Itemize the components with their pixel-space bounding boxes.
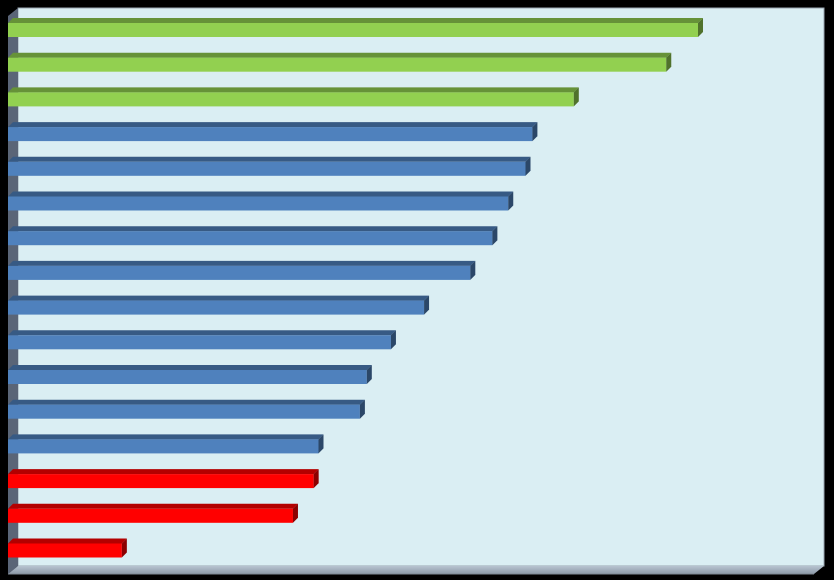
bar-top-face [8,503,298,509]
bar-front-face [8,92,574,107]
bar-7 [8,226,498,246]
bar-14 [8,469,319,489]
bar-end-face [508,191,514,211]
bar-top-face [8,226,498,232]
bar-front-face [8,161,526,176]
bar-top-face [8,399,365,405]
bar-front-face [8,335,391,350]
bar-4 [8,122,538,142]
bar-end-face [390,330,396,350]
bar-top-face [8,87,579,93]
bar-5 [8,156,531,176]
bar-end-face [525,156,531,176]
bars-group [8,18,703,558]
bar-front-face [8,508,293,523]
bar-front-face [8,57,667,72]
bar-10 [8,330,396,350]
bar-top-face [8,434,324,440]
bar-1 [8,18,703,37]
bar-end-face [492,226,498,246]
bar-front-face [8,127,533,142]
bar-3 [8,87,579,107]
bar-9 [8,295,430,315]
bar-13 [8,434,324,454]
bar-end-face [424,295,430,315]
bar-front-face [8,543,122,558]
bar-end-face [318,434,324,454]
bar-front-face [8,474,314,489]
bar-top-face [8,365,372,370]
plot-floor [8,566,824,574]
bar-front-face [8,300,425,315]
bar-top-face [8,18,703,23]
bar-top-face [8,156,531,162]
bar-front-face [8,404,360,419]
bar-end-face [366,365,372,384]
bar-front-face [8,265,471,280]
bar-end-face [121,538,127,558]
bar-6 [8,191,514,211]
bar-end-face [359,399,365,419]
bar-end-face [532,122,538,142]
bar-top-face [8,122,538,128]
bar-8 [8,260,476,280]
bar-front-face [8,231,493,246]
bar-end-face [573,87,579,107]
bar-top-face [8,469,319,475]
bar-end-face [698,18,703,37]
bar-top-face [8,52,672,58]
bar-end-face [666,52,672,72]
bar-end-face [313,469,319,489]
bar-front-face [8,196,509,211]
bar-11 [8,365,372,384]
bar-15 [8,503,298,523]
bar-2 [8,52,672,72]
bar-front-face [8,23,698,37]
bar-end-face [470,260,476,280]
bar-top-face [8,191,514,197]
bar-top-face [8,260,476,266]
bar-top-face [8,330,396,336]
left-wall [8,8,18,574]
bar-16 [8,538,127,558]
bar-front-face [8,439,319,454]
bar-top-face [8,538,127,544]
bar-top-face [8,295,430,301]
bar-end-face [292,503,298,523]
bar-12 [8,399,365,419]
bar-front-face [8,370,367,384]
